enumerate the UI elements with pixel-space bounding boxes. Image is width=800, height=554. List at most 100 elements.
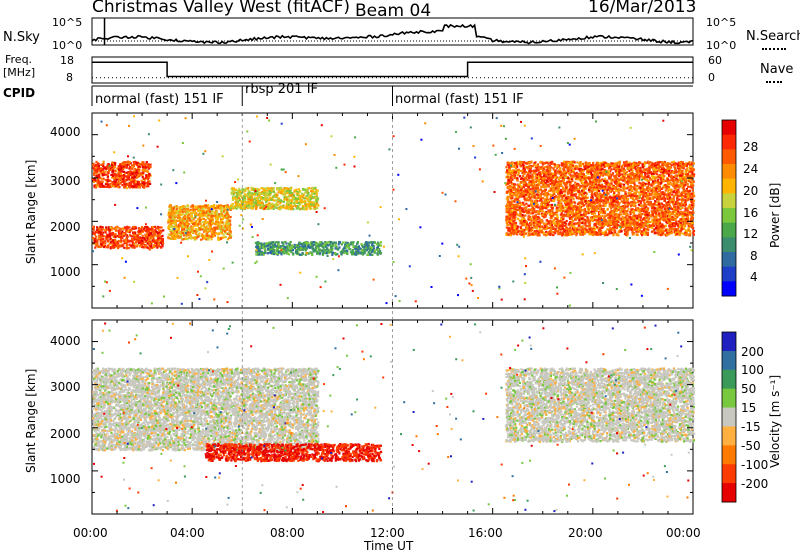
power-band-5-pixel — [591, 196, 593, 198]
power-band-3-pixel — [303, 197, 305, 199]
power-band-2-pixel — [194, 237, 196, 239]
power-band-2 — [167, 204, 232, 241]
power-band-3-pixel — [238, 206, 240, 208]
power-band-0-pixel — [144, 246, 146, 248]
power-band-3-pixel — [312, 187, 314, 189]
power-band-1-pixel — [129, 182, 131, 184]
power-band-2-pixel — [207, 221, 209, 223]
power-band-4-pixel — [327, 251, 329, 253]
power-band-4-pixel — [365, 242, 367, 244]
power-band-2-pixel — [176, 231, 178, 233]
power-band-5-pixel — [588, 212, 590, 214]
power-band-3-pixel — [279, 191, 281, 193]
power-band-2-pixel — [229, 225, 231, 227]
power-band-0-pixel — [160, 246, 162, 248]
power-band-3-pixel — [280, 200, 282, 202]
power-band-4-pixel — [311, 252, 313, 254]
power-band-2-pixel — [197, 218, 199, 220]
power-band-3-pixel — [296, 201, 298, 203]
power-band-2-pixel — [200, 207, 202, 209]
power-band-4-pixel — [336, 246, 338, 248]
power-band-1-pixel — [119, 163, 121, 165]
power-band-4-pixel — [322, 254, 324, 256]
power-band-0-pixel — [120, 228, 122, 230]
power-band-2-pixel — [186, 220, 188, 222]
power-band-4-pixel — [330, 251, 332, 253]
power-band-3-pixel — [265, 193, 267, 195]
power-band-3-pixel — [310, 203, 312, 205]
power-band-4-pixel — [300, 247, 302, 249]
power-band-2-pixel — [211, 213, 213, 215]
power-band-1-pixel — [133, 170, 135, 172]
power-band-4-pixel — [264, 250, 266, 252]
power-band-0-pixel — [136, 234, 138, 236]
power-band-2-pixel — [190, 237, 192, 239]
power-band-2-pixel — [195, 228, 197, 230]
power-band-0-pixel — [114, 236, 116, 238]
power-band-2-pixel — [226, 206, 228, 208]
power-band-4-pixel — [325, 246, 327, 248]
power-band-2-pixel — [219, 227, 221, 229]
power-band-2-pixel — [179, 217, 181, 219]
power-band-4-pixel — [321, 250, 323, 252]
power-band-3-pixel — [313, 193, 315, 195]
power-band-3-pixel — [289, 188, 291, 190]
power-band-4-pixel — [265, 243, 267, 245]
power-band-4-pixel — [342, 241, 344, 243]
power-band-4-pixel — [357, 249, 359, 251]
power-band-2-pixel — [223, 224, 225, 226]
power-band-2-pixel — [214, 229, 216, 231]
power-band-3-pixel — [255, 202, 257, 204]
power-band-2-pixel — [205, 207, 207, 209]
power-band-1-pixel — [127, 161, 129, 163]
power-band-2-pixel — [179, 213, 181, 215]
power-band-4-pixel — [267, 248, 269, 250]
power-band-0-pixel — [100, 232, 102, 234]
power-band-5-pixel — [514, 186, 516, 188]
power-band-4-pixel — [364, 244, 366, 246]
power-band-4-pixel — [256, 244, 258, 246]
power-band-3-pixel — [261, 202, 263, 204]
power-band-2-pixel — [227, 217, 229, 219]
power-band-4-pixel — [319, 249, 321, 251]
power-band-2-pixel — [204, 204, 206, 206]
power-band-4-pixel — [324, 252, 326, 254]
power-band-2-pixel — [170, 229, 172, 231]
power-band-2-pixel — [203, 224, 205, 226]
power-band-0-pixel — [153, 235, 155, 237]
power-band-2-pixel — [216, 212, 218, 214]
power-band-5-pixel — [655, 204, 657, 206]
power-band-0-pixel — [160, 242, 162, 244]
power-band-1-pixel — [100, 172, 102, 174]
power-band-1-pixel — [132, 166, 134, 168]
power-band-0-pixel — [104, 229, 106, 231]
power-band-1-pixel — [123, 186, 125, 188]
power-band-2-pixel — [214, 216, 216, 218]
power-band-3-pixel — [288, 199, 290, 201]
power-band-1-pixel — [93, 181, 95, 183]
power-band-0-pixel — [141, 240, 143, 242]
power-band-1-pixel — [138, 186, 140, 188]
power-band-0-pixel — [128, 247, 130, 249]
power-band-2-pixel — [181, 205, 183, 207]
power-band-1-pixel — [115, 185, 117, 187]
power-band-2-pixel — [174, 216, 176, 218]
power-band-5-pixel — [556, 207, 558, 209]
power-band-0-pixel — [138, 240, 140, 242]
power-band-3-pixel — [260, 198, 262, 200]
power-band-0-pixel — [99, 235, 101, 237]
power-band-0-pixel — [99, 226, 101, 228]
power-band-3-pixel — [275, 202, 277, 204]
power-band-0-pixel — [144, 241, 146, 243]
power-band-0-pixel — [150, 245, 152, 247]
power-band-4-pixel — [337, 248, 339, 250]
power-band-1-pixel — [114, 162, 116, 164]
power-band-3-pixel — [279, 199, 281, 201]
power-band-2-pixel — [221, 210, 223, 212]
power-band-3-pixel — [276, 194, 278, 196]
power-band-1-pixel — [143, 178, 145, 180]
power-band-3-pixel — [298, 188, 300, 190]
power-band-0-pixel — [126, 247, 128, 249]
power-band-3-pixel — [304, 192, 306, 194]
power-band-4-pixel — [278, 244, 280, 246]
